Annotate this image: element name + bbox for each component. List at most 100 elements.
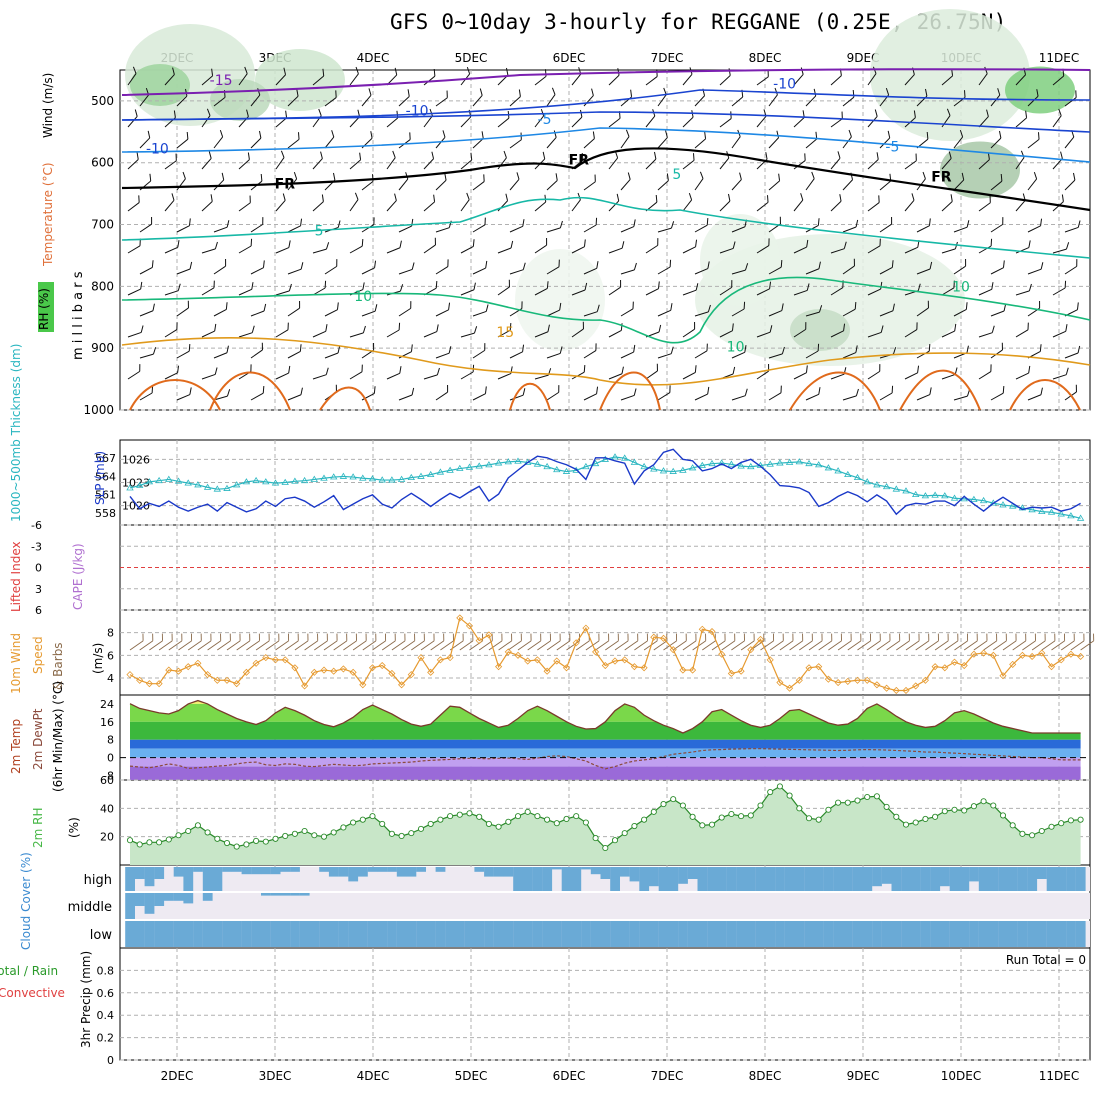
surface-wind-barb [294,633,309,651]
barb-shaft [343,640,357,651]
wind-barb-flag [485,304,489,312]
wind-speed-point [456,614,464,622]
surface-wind-barb [158,633,173,651]
wind-barb [583,343,597,359]
thickness-point [378,476,386,483]
wind-barb [805,305,823,317]
wind-barb [497,150,507,170]
cloud-bar-high [144,867,155,887]
wind-barb-shaft [361,267,375,275]
wind-barb-shaft [657,180,669,191]
wind-barb-flag [990,238,993,247]
barb-flag [617,633,619,641]
cloud-level-label: low [90,928,113,943]
barb-shaft [1031,640,1046,651]
wind-barb-shaft [941,75,953,86]
wind-barb-shaft [694,224,708,233]
wind-barb-shaft [213,136,224,149]
wind-barb-shaft [645,76,658,86]
thickness-point [892,485,901,492]
surface-wind-barb [537,633,551,651]
wind-barb-flag [633,219,636,227]
wind-barb-flag [966,345,969,353]
rh-point [524,808,531,815]
li-tick-label: 6 [35,604,42,617]
wind-speed-point [465,622,474,630]
temp-axis-label: 2m Temp [9,719,23,774]
wind-barb-shaft [867,116,878,128]
wind-barb-flag [915,153,917,161]
wind-barb [201,194,213,212]
wind-barb-flag [362,325,366,334]
wind-barb [657,173,669,191]
surface-wind-barb [284,633,299,651]
wind-barb-shaft [953,308,967,317]
wind-barb-flag [583,364,586,373]
wind-barb-flag [802,110,805,118]
wind-barb-shaft [275,329,289,338]
dewpt-axis-label: 2m DewPt [31,708,45,770]
wind-barb-flag [989,195,991,203]
wind-barb [1052,324,1068,338]
rh-point [650,808,657,815]
wind-speed-point [281,656,289,664]
wind-barb [867,109,878,128]
surface-wind-barb [187,633,202,651]
wind-barb [571,282,588,296]
wind-barb-shaft [349,199,359,212]
wind-barb-shaft [435,309,449,317]
thickness-point [533,460,542,467]
thickness-point [126,484,134,491]
barb-shaft [653,640,668,651]
wind-barb-shaft [941,330,955,338]
cloud-bar-high [202,867,213,891]
wind-barb-flag [926,131,929,140]
wind-barb [694,171,704,191]
wind-barb [793,239,809,254]
wind-barb-shaft [546,180,558,191]
wind-tick-label: 6 [107,649,114,662]
wind-speed-point [204,671,212,679]
wind-barb [201,151,212,170]
wind-speed-point [747,646,755,654]
cloud-bar-high [231,867,242,872]
wind-barb-flag [151,216,153,225]
cloud-bar-low [154,921,165,947]
cloud-bar-low [726,921,737,947]
wind-barb [1015,365,1031,380]
wind-barb-flag [584,282,588,291]
thickness-point [873,481,881,488]
wind-barb [571,239,586,254]
cloud-bar-high [881,867,892,884]
wind-barb-shaft [657,266,671,275]
cloud-bar-low [348,921,359,947]
wind-barb-shaft [682,289,697,296]
barb-flag [375,633,377,641]
rh-point [223,839,231,847]
wind-barb [361,260,377,275]
barb-shaft [605,640,619,651]
cloud-bar-low [910,921,921,947]
cloud-bar-high [697,867,708,891]
barb-flag [365,633,367,641]
wind-barb-flag [152,347,157,355]
wind-barb [509,262,526,275]
wind-barb-shaft [719,118,732,128]
wind-barb-shaft [842,96,855,107]
thickness-axis-label: 1000~500mb Thickness (dm) [9,344,23,522]
wind-barb [1064,220,1081,233]
cloud-bar-low [202,921,213,947]
thickness-point [659,467,668,474]
wind-barb-shaft [756,76,769,86]
wind-barb-shaft [904,160,917,170]
cloud-bar-low [367,921,378,947]
barb-shaft [129,640,144,651]
wind-barb-shaft [620,136,630,149]
rh-point [621,830,628,837]
barb-shaft [1012,640,1027,651]
barb-flag [1083,633,1085,641]
wind-barb [275,193,286,212]
wind-speed-point [824,675,832,683]
wind-barb-shaft [1052,330,1066,338]
barb-shaft [401,640,415,651]
